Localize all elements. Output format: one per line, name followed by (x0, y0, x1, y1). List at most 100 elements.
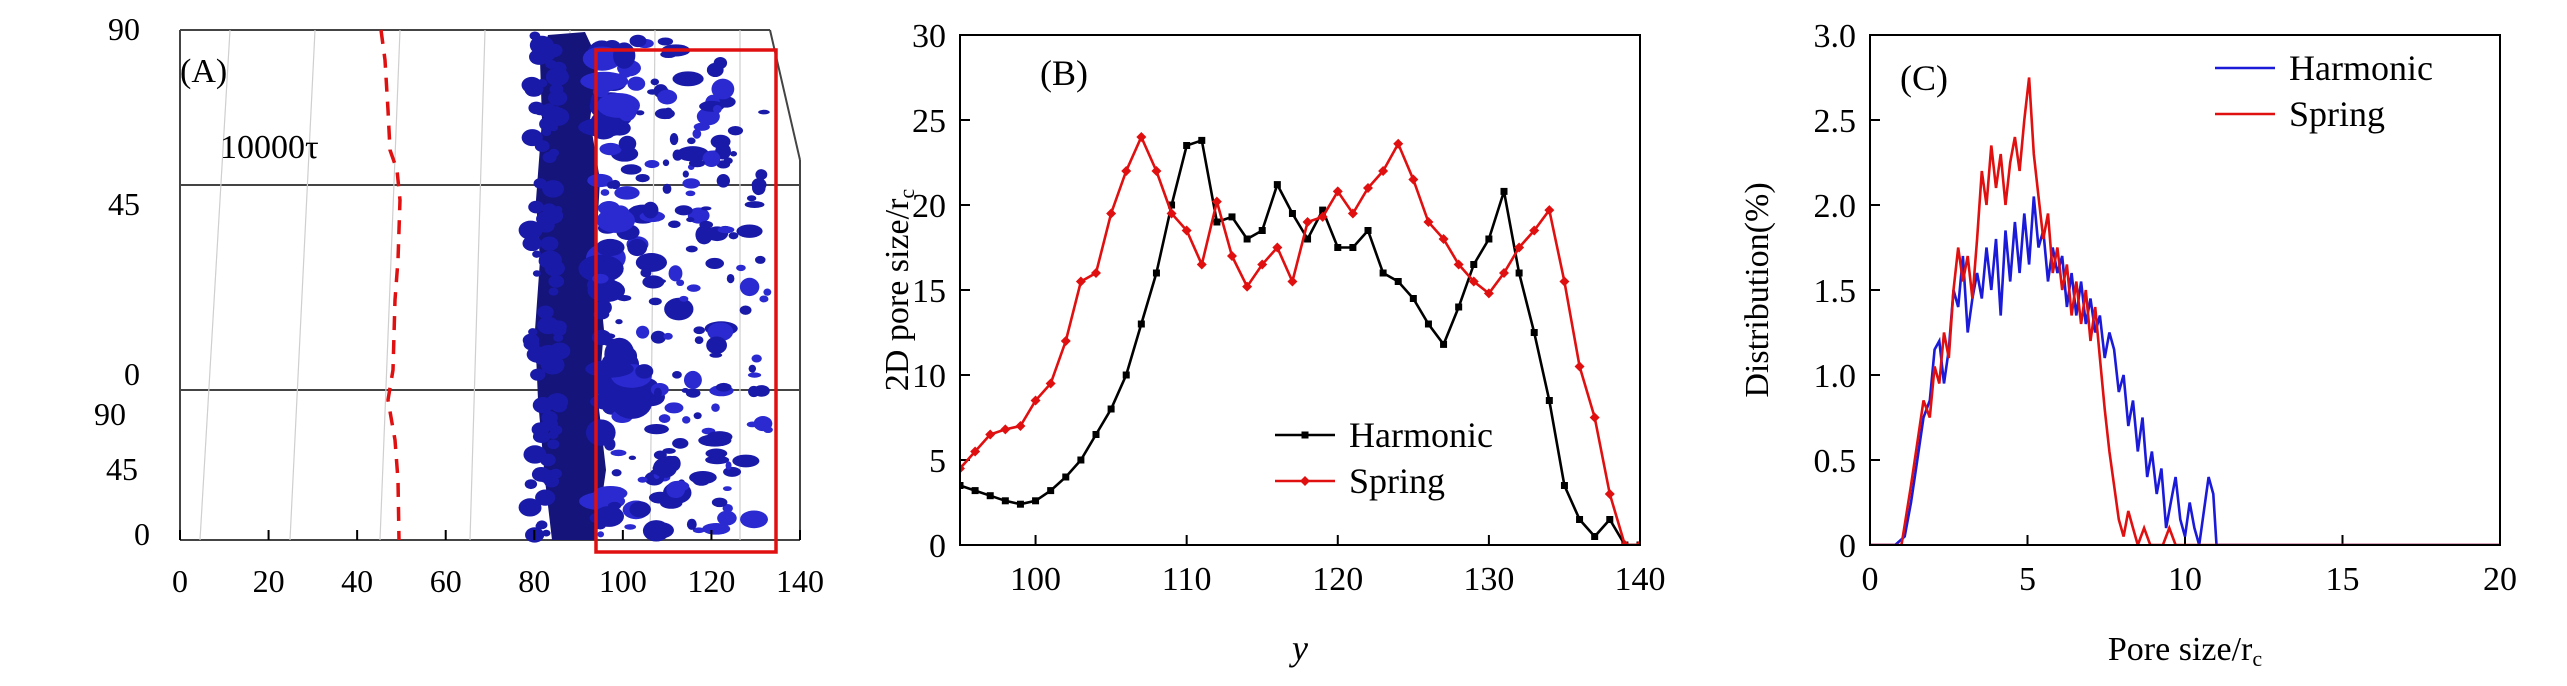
panel-a-isosurface-blob (696, 107, 720, 126)
data-point-spring (1453, 259, 1464, 270)
data-point-spring (1136, 132, 1147, 142)
panel-a-isosurface-blob (540, 355, 565, 375)
panel-a-x-tick-label: 60 (430, 563, 462, 599)
panel-a-isosurface-blob (635, 253, 667, 272)
data-point-spring (1619, 540, 1630, 545)
panel-a-isosurface-blob (614, 186, 640, 200)
panel-a-isosurface-blob (590, 393, 629, 410)
panel-a-isosurface-blob (660, 497, 683, 509)
panel-a-isosurface-blob (551, 399, 568, 413)
data-point-harmonic (1032, 497, 1040, 505)
data-point-spring (1211, 196, 1222, 207)
panel-a-isosurface-blob (523, 337, 540, 351)
panel-b-legend: Harmonic Spring (1275, 415, 1493, 501)
panel-a-isosurface-blob (652, 464, 662, 473)
panel-a-isosurface-blob (613, 42, 636, 69)
data-point-spring (1121, 166, 1132, 176)
data-point-spring (1242, 281, 1253, 292)
panel-c-label: (C) (1900, 58, 1948, 98)
data-point-spring (985, 429, 996, 440)
panel-a-isosurface-blob (730, 151, 738, 157)
data-point-spring (1075, 276, 1086, 287)
panel-a-isosurface-blob (548, 430, 559, 440)
data-point-spring (1015, 421, 1026, 431)
panel-a-isosurface-blob (530, 368, 546, 381)
panel-a-isosurface-blob (538, 250, 562, 270)
panel-a-isosurface-blob (542, 529, 551, 537)
data-point-harmonic (1258, 227, 1266, 234)
panel-a-isosurface-blob (536, 79, 548, 88)
data-point-harmonic (1515, 269, 1523, 277)
panel-a-isosurface-blob (644, 160, 660, 169)
y-tick-label: 30 (912, 18, 946, 55)
panel-a-z-tick-45: 45 (108, 186, 140, 222)
panel-a-isosurface-blob (660, 50, 677, 59)
data-point-harmonic (1137, 320, 1145, 328)
panel-a-isosurface-blob (685, 245, 698, 253)
data-point-spring (1166, 208, 1177, 219)
panel-a-isosurface-blob (727, 126, 744, 136)
y-tick-label: 0 (1839, 528, 1856, 565)
panel-a-isosurface-blob (744, 201, 765, 209)
panel-a-x-ticks: 0 20 40 60 80 100 120 140 (172, 530, 824, 599)
series-line-harmonic (960, 138, 1640, 545)
panel-a-isosurface-blob (537, 305, 554, 319)
data-point-spring (1151, 166, 1162, 176)
panel-a-isosurface-blob (747, 372, 762, 378)
legend-marker (1301, 431, 1309, 439)
panel-a-isosurface-blob (693, 412, 702, 420)
panel-a-isosurface-blob (712, 105, 722, 114)
panel-b-y-axis-label-sub: c (894, 189, 919, 199)
data-point-spring (1559, 276, 1570, 287)
panel-a-isosurface-blob (529, 35, 554, 55)
panel-b-ticks: 100 110 120 130 140 0 5 10 15 20 25 30 (912, 18, 1666, 598)
panel-a-isosurface-blob (524, 479, 538, 490)
panel-a-isosurface-blob (758, 109, 770, 115)
panel-a-isosurface-blob (549, 83, 564, 95)
panel-a-isosurface-blob (604, 437, 616, 451)
data-point-spring (1378, 166, 1389, 176)
legend-label-harmonic: Harmonic (2289, 48, 2433, 88)
panel-a-isosurface-blob (546, 107, 570, 126)
panel-c-x-axis-label-sub: c (2252, 646, 2262, 671)
panel-a-isosurface-blob (549, 124, 558, 132)
y-tick-label: 3.0 (1814, 18, 1857, 55)
data-point-harmonic (1349, 244, 1357, 251)
panel-a-isosurface-blob (692, 128, 702, 139)
panel-a-isosurface-blob (725, 461, 732, 470)
y-tick-label: 0.5 (1814, 443, 1857, 480)
panel-a-isosurface-blob (595, 299, 612, 316)
panel-a-highlight-box (594, 48, 778, 554)
panel-a-isosurface-blob (709, 352, 723, 358)
panel-a-isosurface-blob (585, 360, 634, 378)
panel-a-isosurface-blob (611, 469, 622, 477)
panel-a-isosurface-blob (642, 520, 670, 542)
data-point-spring (1408, 174, 1419, 185)
panel-c-x-axis-label-text: Pore size/r (2108, 631, 2253, 668)
data-point-spring (1468, 276, 1479, 287)
panel-a-isosurface-blob (537, 316, 560, 335)
panel-b-line-chart: 100 110 120 130 140 0 5 10 15 20 25 30 (B) y 2D por… (879, 18, 1666, 668)
panel-a-isosurface-blob (682, 416, 691, 424)
panel-a-isosurface-blob (648, 396, 659, 404)
panel-a-isosurface-blob (650, 78, 660, 86)
series-line-harmonic (1870, 196, 2500, 545)
panel-a-isosurface-blob (681, 388, 690, 393)
data-point-harmonic (1047, 487, 1055, 495)
data-point-harmonic (1092, 431, 1100, 438)
data-point-spring (1499, 268, 1509, 278)
panel-a-isosurface-blob (610, 103, 622, 114)
data-point-harmonic (1122, 371, 1130, 379)
data-point-spring (1196, 259, 1207, 270)
panel-c-x-axis-label: Pore size/rc (2108, 631, 2262, 671)
panel-a-isosurface-blob (702, 150, 721, 168)
panel-a-isosurface-blob (736, 224, 763, 238)
panel-a-isosurface-blob (694, 336, 704, 345)
panel-a-isosurface-blob (668, 220, 681, 229)
data-point-harmonic (1077, 456, 1085, 464)
panel-a-x-tick-label: 40 (341, 563, 373, 599)
panel-a-isosurface-blob (637, 476, 648, 483)
panel-a-isosurface-blob (658, 414, 671, 423)
panel-a-isosurface-blob (528, 200, 544, 214)
panel-a-isosurface-blob (635, 173, 650, 183)
